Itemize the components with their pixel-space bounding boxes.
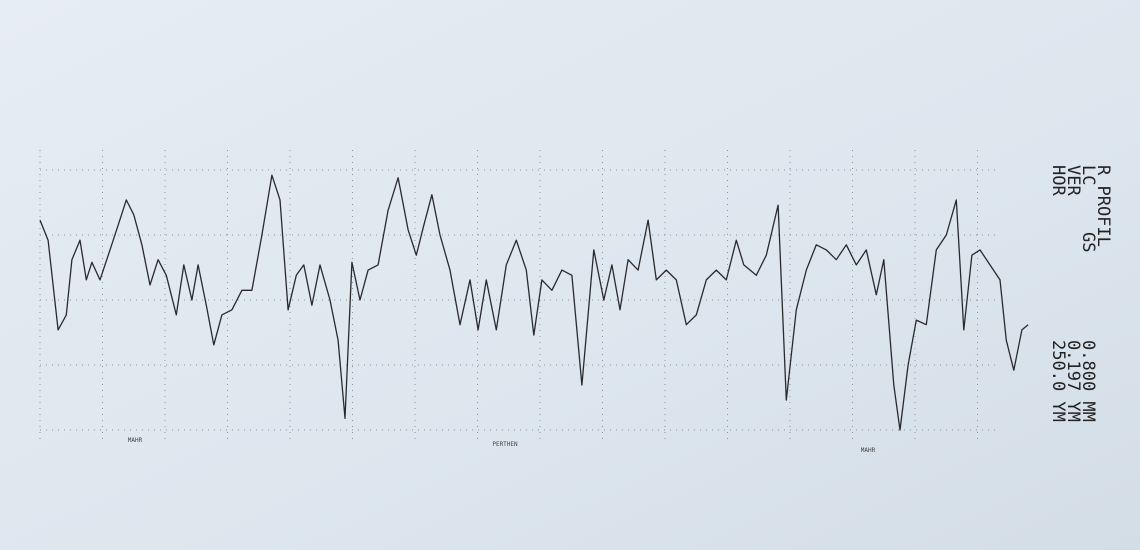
header-text: 0.197 YM bbox=[1063, 340, 1083, 422]
paper-label: MAHR bbox=[861, 447, 876, 454]
header-text: 0.800 MM bbox=[1078, 340, 1098, 422]
header-text: LC bbox=[1078, 165, 1098, 185]
header-text: VER bbox=[1063, 165, 1083, 196]
header-text: 250.0 YM bbox=[1048, 340, 1068, 422]
paper-label: MAHR bbox=[128, 437, 143, 444]
header-text: GS bbox=[1078, 232, 1098, 252]
paper-label: PERTHEN bbox=[492, 441, 518, 448]
header-text: HOR bbox=[1048, 165, 1068, 196]
header-text: R PROFIL bbox=[1093, 165, 1113, 247]
profile-line bbox=[39, 174, 1029, 431]
